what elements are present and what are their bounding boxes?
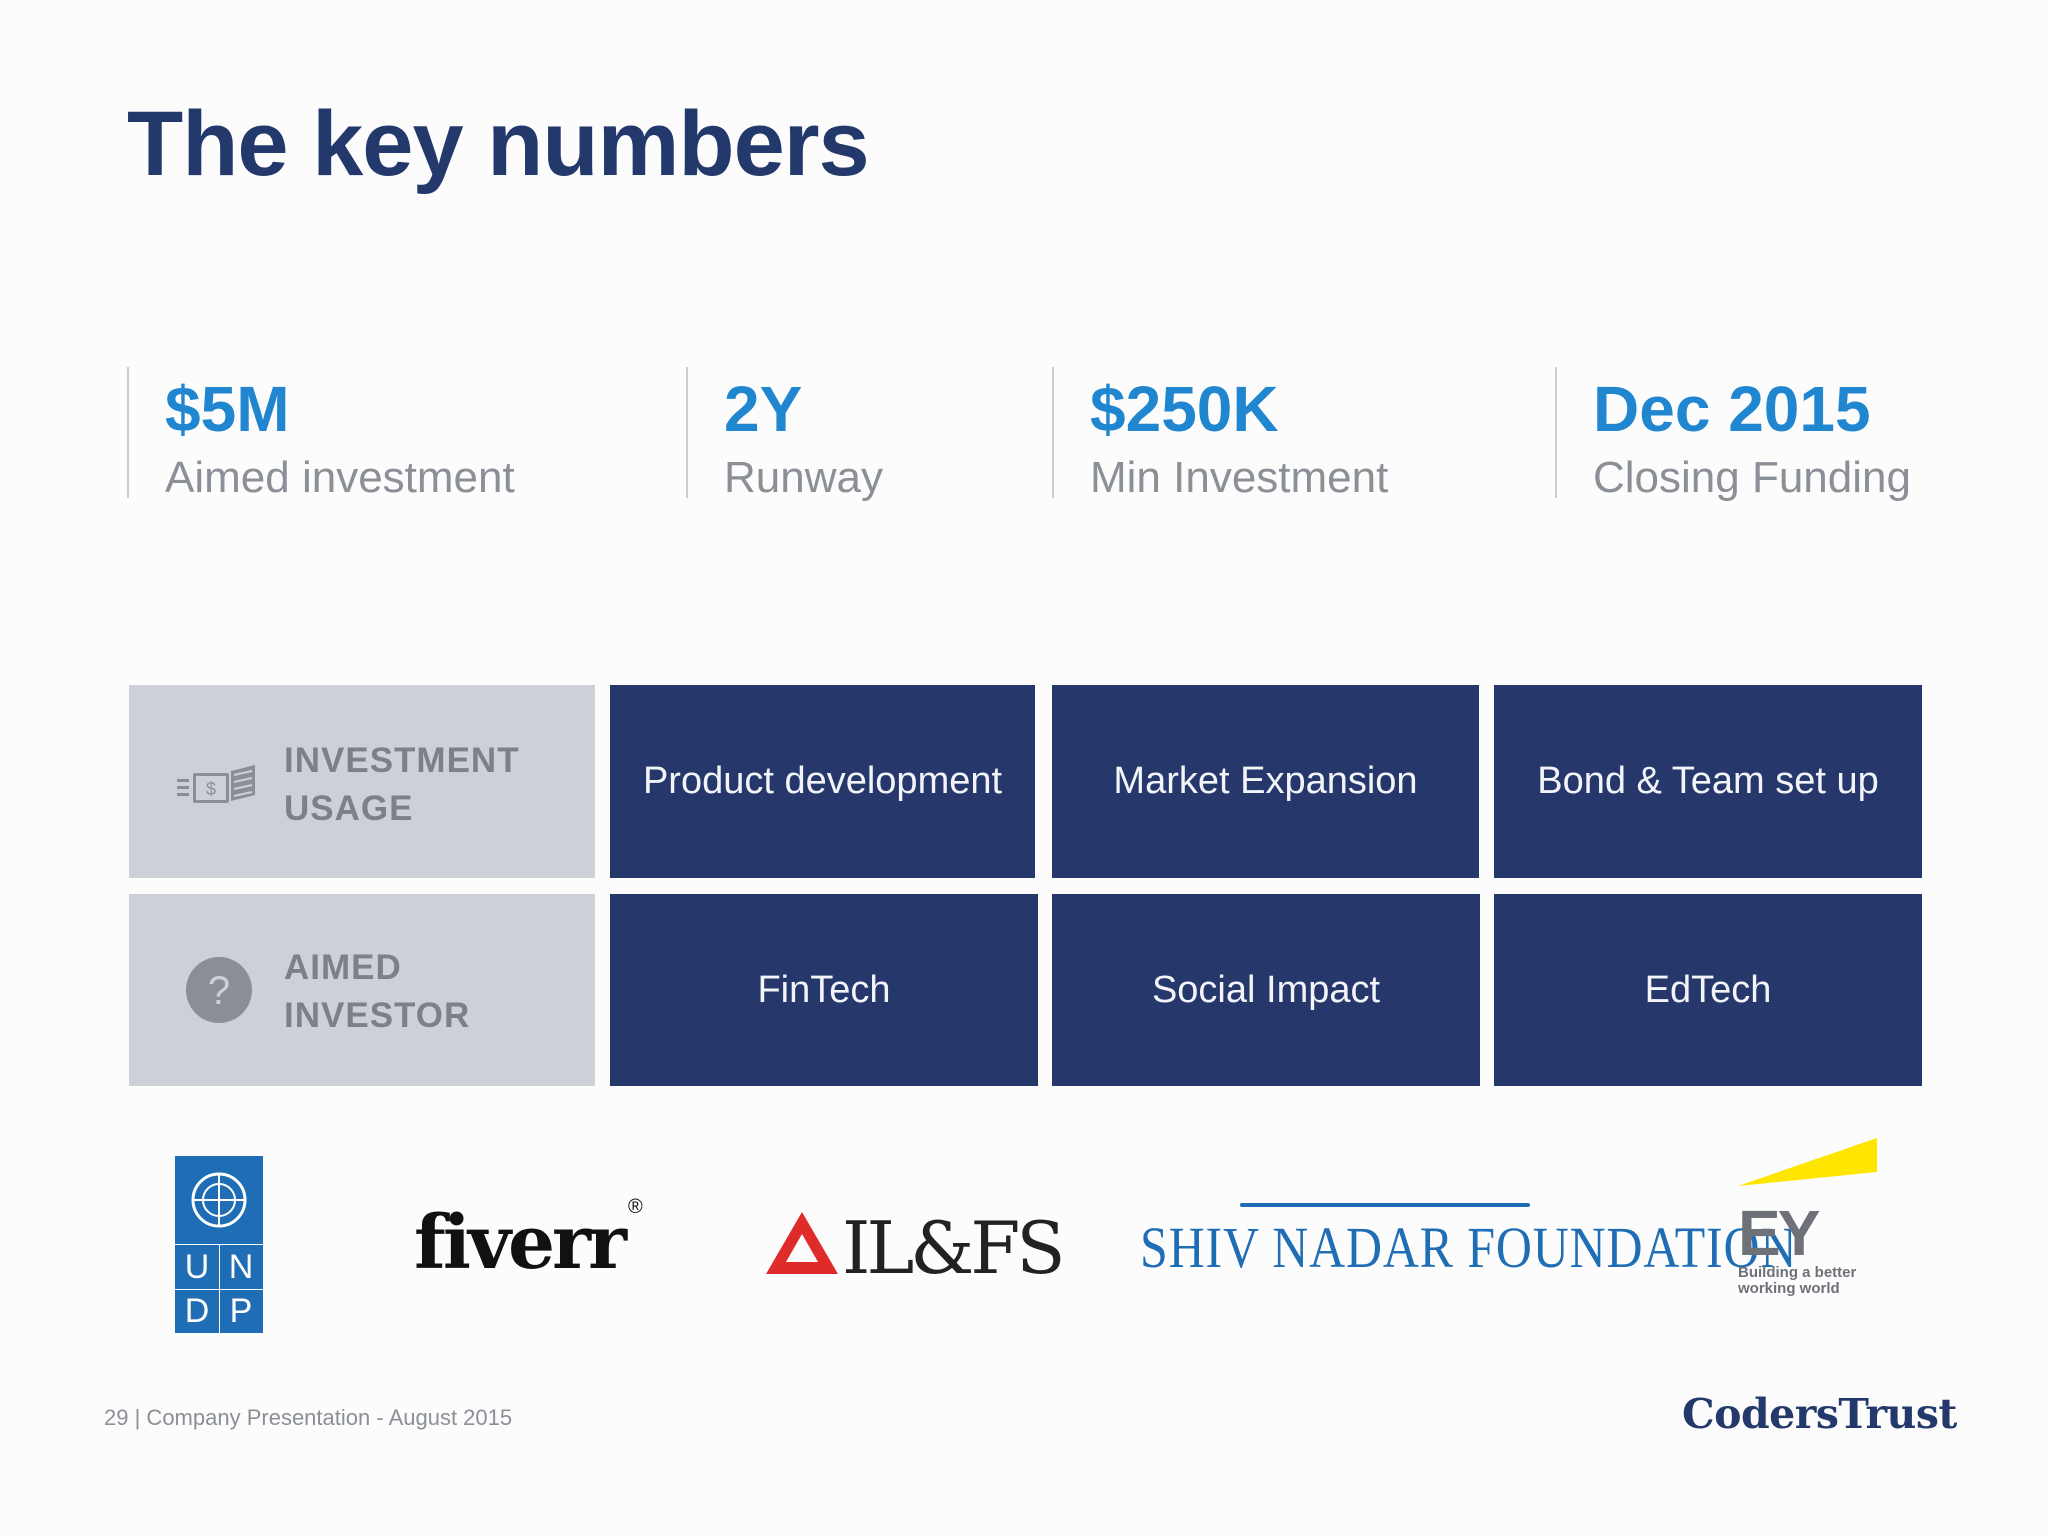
footer-text: | Company Presentation - August 2015 [134, 1405, 513, 1430]
row-header-aimed-investor: ? AIMED INVESTOR [129, 894, 595, 1086]
row-header-line: INVESTMENT [284, 741, 520, 780]
stat-label: Runway [724, 453, 883, 502]
undp-logo: U N D P [175, 1156, 263, 1333]
table-cell: Product development [610, 685, 1035, 878]
stat-value: $250K [1090, 373, 1279, 445]
stat-label: Aimed investment [165, 453, 515, 502]
coderstrust-logo: CodersTrust [1682, 1390, 1957, 1438]
ilfs-logo: IL&FS [766, 1206, 1066, 1290]
undp-letter: N [228, 1248, 254, 1286]
undp-letter: U [184, 1248, 210, 1286]
undp-letter: P [229, 1292, 253, 1330]
stat-min-investment: $250K Min Investment [1052, 367, 1388, 502]
row-header-line: USAGE [284, 789, 414, 828]
stat-value: 2Y [724, 373, 803, 445]
stat-label: Min Investment [1090, 453, 1389, 502]
ilfs-triangle-icon [766, 1212, 838, 1274]
ilfs-wordmark: IL&FS [842, 1206, 1066, 1290]
page-number: 29 [104, 1405, 129, 1430]
row-header-line: AIMED [284, 948, 402, 987]
stat-value: Dec 2015 [1593, 373, 1871, 445]
stat-closing-funding: Dec 2015 Closing Funding [1555, 367, 1911, 502]
row-header-label: INVESTMENT USAGE [284, 737, 520, 833]
money-stack-icon: $ [177, 763, 257, 812]
ey-logo: EY Building a better working world [1738, 1138, 1878, 1298]
table-cell: FinTech [610, 894, 1038, 1086]
svg-text:?: ? [208, 969, 230, 1013]
stat-value: $5M [165, 373, 290, 445]
row-header-line: INVESTOR [284, 996, 471, 1035]
fiverr-registered-mark: ® [628, 1196, 643, 1218]
table-cell: Bond & Team set up [1494, 685, 1922, 878]
table-cell: EdTech [1494, 894, 1922, 1086]
shiv-nadar-wordmark: SHIV NADAR FOUNDATION [1140, 1215, 1798, 1280]
svg-text:$: $ [206, 779, 216, 799]
slide-title: The key numbers [127, 93, 870, 195]
slide-footer: 29 | Company Presentation - August 2015 [104, 1405, 512, 1431]
table-cell: Social Impact [1052, 894, 1480, 1086]
fiverr-logo: fiverr ® [414, 1196, 643, 1286]
ey-beam-icon [1738, 1138, 1877, 1186]
row-header-label: AIMED INVESTOR [284, 944, 470, 1040]
question-circle-icon: ? [185, 956, 253, 1029]
undp-letter: D [184, 1292, 210, 1330]
stat-runway: 2Y Runway [686, 367, 883, 502]
stat-aimed-investment: $5M Aimed investment [127, 367, 515, 502]
row-header-investment-usage: $ INVESTMENT USAGE [129, 685, 595, 878]
stat-label: Closing Funding [1593, 453, 1911, 502]
ey-wordmark: EY [1738, 1197, 1820, 1269]
ey-tagline: Building a better [1738, 1264, 1857, 1281]
table-cell: Market Expansion [1052, 685, 1479, 878]
fiverr-wordmark: fiverr [414, 1200, 627, 1286]
un-emblem-icon [191, 1172, 247, 1228]
ey-tagline: working world [1738, 1280, 1840, 1297]
